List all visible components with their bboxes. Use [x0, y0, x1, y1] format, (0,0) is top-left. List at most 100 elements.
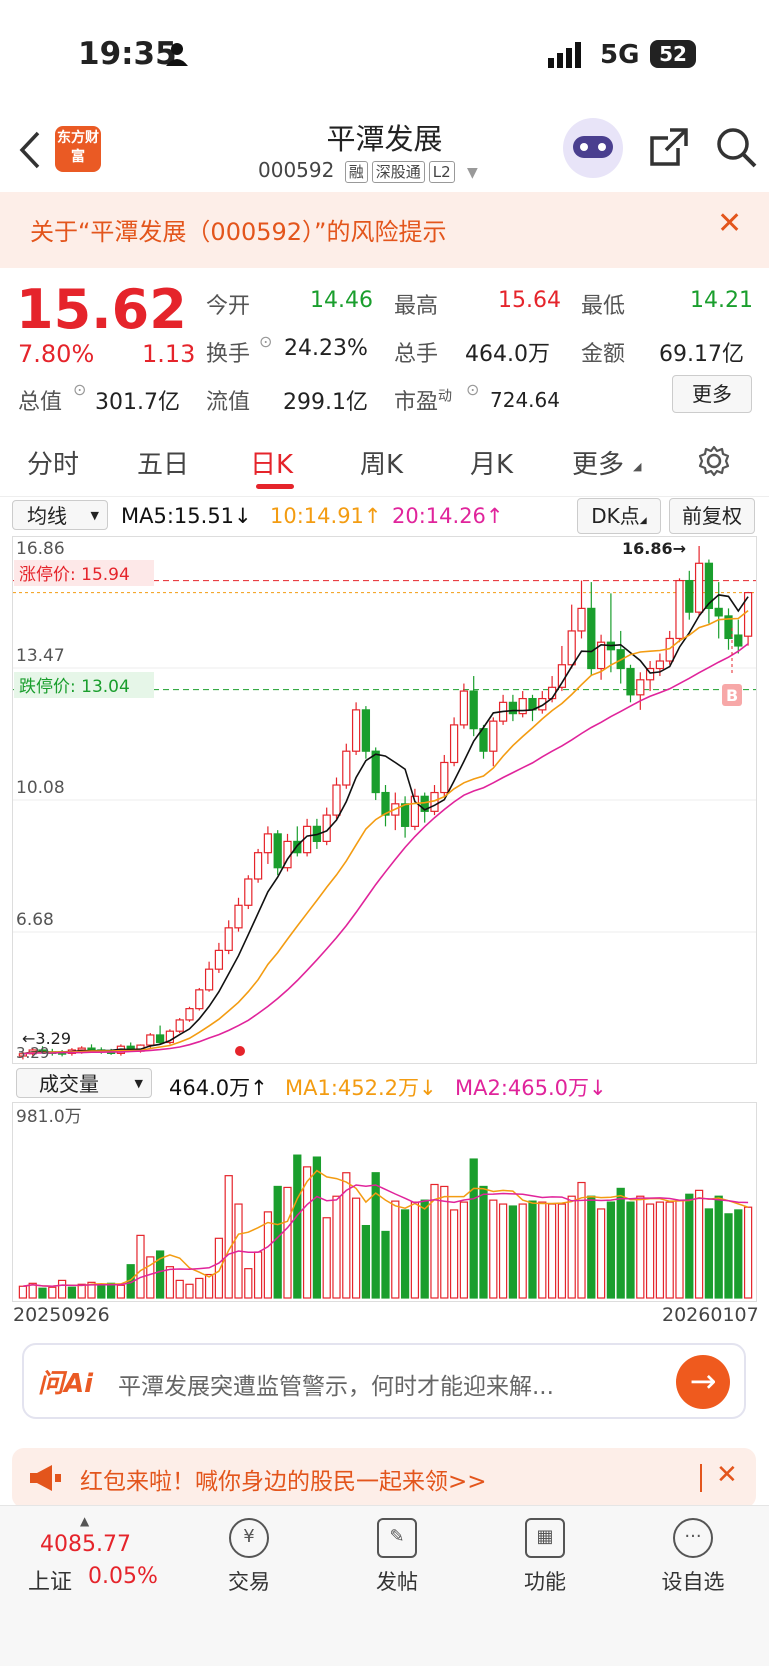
- adjust-button[interactable]: 前复权: [669, 498, 755, 534]
- ma5-line: [22, 594, 749, 1055]
- volume-bar: [489, 1199, 498, 1299]
- signal-icon: [548, 42, 581, 68]
- chevron-down-icon[interactable]: ▼: [467, 165, 478, 181]
- candle-body: [244, 878, 253, 906]
- nav-post[interactable]: ✎ 发帖: [342, 1518, 452, 1596]
- tab-more[interactable]: 更多: [572, 450, 625, 480]
- nav-add-watchlist[interactable]: ··· 设自选: [638, 1518, 748, 1596]
- gear-icon[interactable]: [697, 444, 731, 478]
- status-time: 19:35: [78, 36, 177, 72]
- volume-ma2-line: [22, 1184, 749, 1288]
- dk-point-button[interactable]: DK点◢: [577, 498, 661, 534]
- volume-current: 464.0万↑: [169, 1076, 268, 1100]
- candle-body: [263, 833, 273, 854]
- y-axis-3: 10.08: [16, 778, 65, 798]
- ma-selector[interactable]: 均线 ▼: [12, 500, 108, 530]
- volume-bar: [675, 1199, 684, 1299]
- volume-bar: [342, 1172, 351, 1299]
- volume-bar: [214, 1237, 224, 1299]
- ai-prompt-text: 平潭发展突遭监管警示，何时才能迎来解...: [118, 1374, 554, 1400]
- volume-bar: [273, 1185, 282, 1299]
- share-icon[interactable]: [648, 126, 690, 168]
- arrow-right-icon[interactable]: →: [676, 1355, 730, 1409]
- turnover-label: 换手: [206, 342, 251, 367]
- candle-body: [577, 607, 586, 632]
- promo-banner[interactable]: 红包来啦！喊你身边的股民一起来领>> ✕: [12, 1448, 756, 1508]
- volume-bar: [694, 1189, 704, 1299]
- tab-five-day[interactable]: 五日: [137, 450, 190, 480]
- candle-body: [508, 701, 518, 715]
- risk-banner-text: 关于“平潭发展（000592）”的风险提示: [30, 218, 447, 246]
- network-label: 5G: [600, 40, 640, 70]
- tab-daily-k[interactable]: 日K: [250, 450, 294, 480]
- ma10-value: 10:14.91↑: [270, 504, 382, 528]
- pe-label-sup: 动: [438, 388, 453, 405]
- volume-bar: [293, 1154, 302, 1299]
- nav-functions[interactable]: ▦ 功能: [490, 1518, 600, 1596]
- index-widget[interactable]: ▲ 4085.77 上证 0.05%: [20, 1514, 170, 1614]
- candle-body: [440, 761, 449, 794]
- tag-margin: 融: [344, 161, 368, 183]
- volume-bar: [351, 1197, 361, 1299]
- ai-question-bar[interactable]: 问Ai 平潭发展突遭监管警示，何时才能迎来解... →: [22, 1343, 746, 1419]
- volume-bar: [459, 1201, 469, 1299]
- volume-bar: [665, 1201, 674, 1299]
- y-axis-2: 13.47: [16, 646, 65, 666]
- volume-ma1: MA1:452.2万↓: [285, 1076, 437, 1100]
- volume-ma2: MA2:465.0万↓: [455, 1076, 607, 1100]
- volume-bar: [371, 1172, 380, 1299]
- info-icon[interactable]: ⊙: [73, 380, 87, 399]
- robot-avatar-icon[interactable]: [563, 118, 623, 178]
- close-icon[interactable]: ✕: [716, 1460, 738, 1490]
- stock-code: 000592: [258, 158, 335, 182]
- max-price-marker: 16.86→: [622, 539, 686, 558]
- volume-bar: [175, 1279, 184, 1299]
- candlestick-chart[interactable]: 16.86 13.47 10.08 6.68 涨停价: 15.94 跌停价: 1…: [12, 536, 757, 1064]
- candle-body: [645, 667, 655, 681]
- dk-point-label: DK点: [591, 504, 640, 528]
- chevron-down-icon: ◢: [633, 460, 642, 473]
- close-icon[interactable]: ✕: [717, 206, 743, 241]
- volume-bar: [381, 1230, 390, 1299]
- back-icon[interactable]: [18, 130, 42, 170]
- user-icon: [166, 43, 188, 66]
- y-axis-4: 6.68: [16, 910, 54, 930]
- info-icon[interactable]: ⊙: [466, 380, 480, 399]
- yen-icon: ¥: [229, 1518, 269, 1558]
- search-icon[interactable]: [715, 126, 759, 170]
- volume-bar: [518, 1203, 527, 1299]
- volume-bar: [469, 1158, 478, 1299]
- index-name: 上证: [28, 1570, 73, 1595]
- volume-bar: [204, 1273, 214, 1299]
- limit-up-label: 涨停价: 15.94: [19, 565, 130, 585]
- tag-connect: 深股通: [371, 161, 425, 183]
- ma20-value: 20:14.26↑: [392, 504, 504, 528]
- candle-body: [155, 1034, 165, 1044]
- candle-body: [273, 833, 282, 869]
- tab-weekly-k[interactable]: 周K: [360, 450, 404, 480]
- volume-bar: [97, 1283, 106, 1299]
- volume-bar: [361, 1224, 371, 1299]
- candle-body: [165, 1030, 175, 1044]
- volume-label: 总手: [394, 342, 439, 367]
- volume-bar: [636, 1195, 645, 1299]
- volume-chart[interactable]: 981.0万: [12, 1102, 757, 1302]
- info-icon[interactable]: ⊙: [259, 332, 273, 351]
- tab-intraday[interactable]: 分时: [27, 450, 80, 480]
- promo-text: 红包来啦！喊你身边的股民一起来领>>: [80, 1469, 487, 1495]
- volume-selector[interactable]: 成交量 ▼: [16, 1068, 152, 1098]
- y-axis-bottom: 3.29: [16, 1044, 49, 1062]
- caret-down-icon: ▼: [90, 509, 99, 522]
- volume-bar: [391, 1200, 400, 1299]
- volume-bar: [685, 1193, 694, 1299]
- grid-icon: ▦: [525, 1518, 565, 1558]
- more-button[interactable]: 更多: [672, 375, 752, 413]
- candle-body: [77, 1047, 86, 1051]
- quote-panel: 15.62 7.80% 1.13 总值 ⊙ 301.7亿 今开 14.46 最高…: [0, 268, 769, 428]
- candle-body: [596, 641, 606, 670]
- risk-banner[interactable]: 关于“平潭发展（000592）”的风险提示 ✕: [0, 192, 769, 268]
- buy-signal-marker[interactable]: [722, 684, 742, 706]
- tab-monthly-k[interactable]: 月K: [470, 450, 514, 480]
- nav-trade[interactable]: ¥ 交易: [194, 1518, 304, 1596]
- volume-bar: [48, 1286, 57, 1299]
